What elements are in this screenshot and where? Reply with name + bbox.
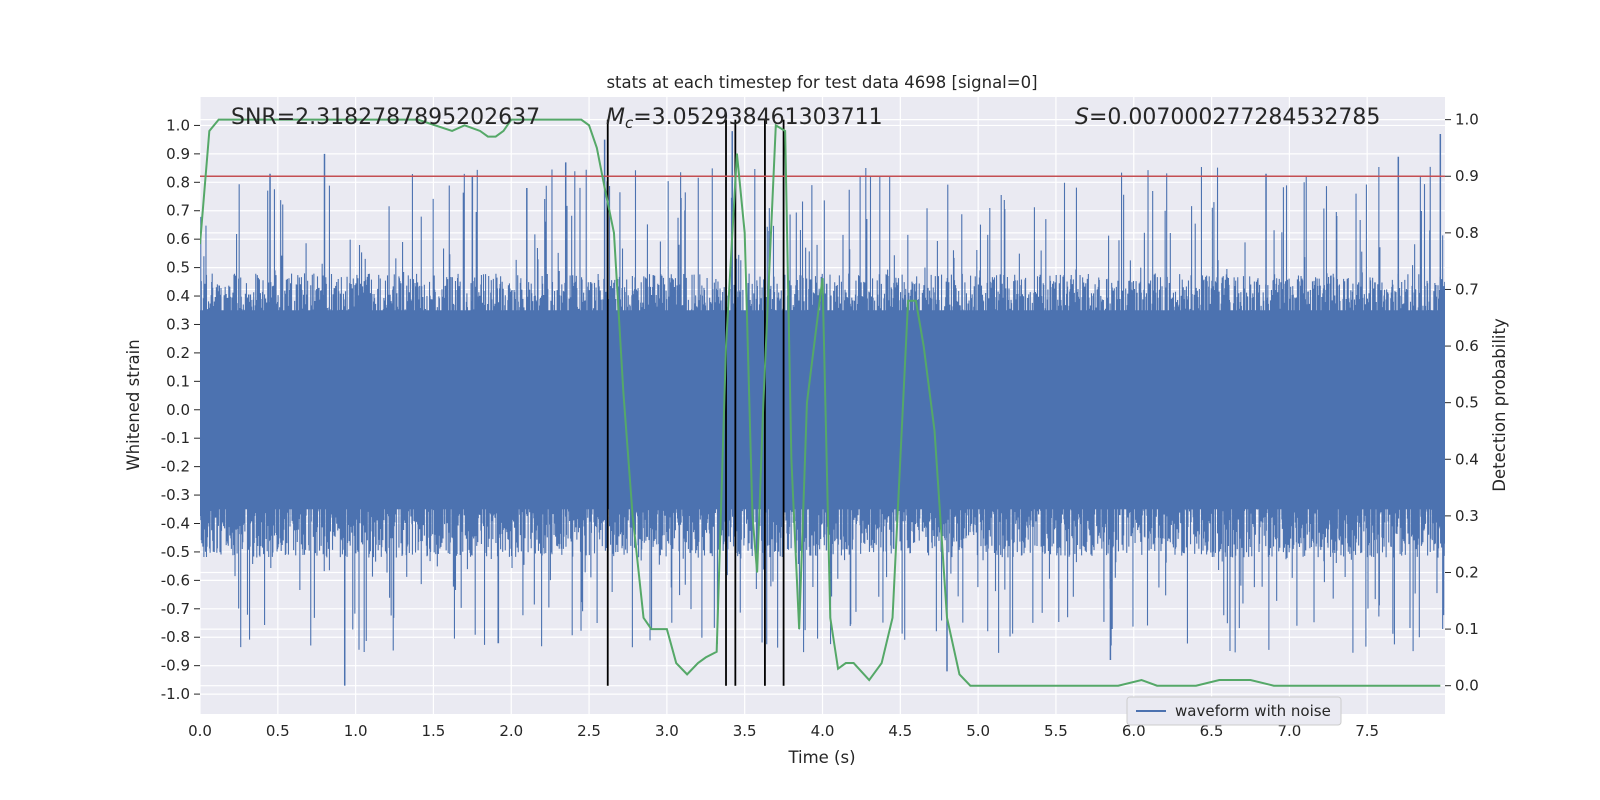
y-ticks: 1.0 0.9 0.8 0.7 0.6 0.5 0.4 0.3 0.2 0.1 0.0 -0.1 -0.… xyxy=(161,116,200,703)
x-axis-label: Time (s) xyxy=(787,748,855,767)
waveform-series xyxy=(200,131,1445,686)
s-annotation: S=0.007000277284532785 xyxy=(1075,105,1380,130)
snr-annotation: SNR=2.3182787895202637 xyxy=(231,105,540,130)
mc-annotation: Mc=3.052938461303711 xyxy=(606,105,883,132)
x-tick-label: 6.0 xyxy=(1122,722,1146,740)
x-tick-label: 6.5 xyxy=(1200,722,1224,740)
mc-value: =3.052938461303711 xyxy=(633,105,882,130)
y-tick-label: 0.5 xyxy=(166,259,190,277)
waveform-core xyxy=(200,310,1445,510)
y2-tick-label: 0.1 xyxy=(1455,620,1479,638)
x-tick-label: 7.5 xyxy=(1355,722,1379,740)
y2-tick-label: 0.7 xyxy=(1455,280,1479,298)
x-tick-label: 5.0 xyxy=(966,722,990,740)
y2-tick-label: 1.0 xyxy=(1455,111,1479,129)
y2-tick-label: 0.5 xyxy=(1455,394,1479,412)
x-tick-label: 1.5 xyxy=(422,722,446,740)
x-tick-label: 4.0 xyxy=(811,722,835,740)
y2-tick-label: 0.0 xyxy=(1455,677,1479,695)
x-tick-label: 7.0 xyxy=(1277,722,1301,740)
y2-tick-label: 0.3 xyxy=(1455,507,1479,525)
x-tick-label: 2.0 xyxy=(499,722,523,740)
y-tick-label: 0.2 xyxy=(166,344,190,362)
y2-tick-label: 0.4 xyxy=(1455,450,1479,468)
s-symbol: S xyxy=(1075,105,1089,130)
legend-box xyxy=(1126,696,1342,726)
y-tick-label: -0.5 xyxy=(161,543,190,561)
mc-subscript: c xyxy=(625,114,634,132)
legend: waveform with noise xyxy=(1126,696,1342,726)
y2-tick-label: 0.8 xyxy=(1455,224,1479,242)
legend-label: waveform with noise xyxy=(1175,702,1331,720)
y2-tick-label: 0.6 xyxy=(1455,337,1479,355)
y-tick-label: -0.4 xyxy=(161,514,190,532)
y-tick-label: 1.0 xyxy=(166,116,190,134)
mc-symbol: M xyxy=(606,105,625,130)
y-axis-label: Whitened strain xyxy=(124,339,143,470)
x-tick-label: 0.5 xyxy=(266,722,290,740)
y-tick-label: -0.6 xyxy=(161,571,190,589)
y-tick-label: 0.6 xyxy=(166,230,190,248)
chart-title: stats at each timestep for test data 469… xyxy=(606,73,1037,92)
y-tick-label: 0.1 xyxy=(166,372,190,390)
y-tick-label: 0.4 xyxy=(166,287,190,305)
s-value: =0.007000277284532785 xyxy=(1089,105,1380,130)
y-tick-label: -0.7 xyxy=(161,600,190,618)
y-tick-label: 0.0 xyxy=(166,401,190,419)
detection-probability-line xyxy=(200,118,1441,687)
y-tick-label: 0.8 xyxy=(166,173,190,191)
x-tick-label: 4.5 xyxy=(888,722,912,740)
x-tick-label: 3.5 xyxy=(733,722,757,740)
x-tick-label: 0.0 xyxy=(188,722,212,740)
x-ticks: 0.0 0.5 1.0 1.5 2.0 2.5 3.0 3.5 4.0 4.5 5.0 5.5 6.0 6… xyxy=(188,722,1379,740)
y2-tick-label: 0.9 xyxy=(1455,167,1479,185)
vertical-markers xyxy=(606,119,785,686)
x-tick-label: 5.5 xyxy=(1044,722,1068,740)
y-tick-label: -0.3 xyxy=(161,486,190,504)
y2-tick-label: 0.2 xyxy=(1455,563,1479,581)
y-tick-label: -0.2 xyxy=(161,458,190,476)
y-tick-label: -0.8 xyxy=(161,628,190,646)
y-tick-label: -0.1 xyxy=(161,429,190,447)
y-tick-label: 0.9 xyxy=(166,145,190,163)
x-tick-label: 2.5 xyxy=(577,722,601,740)
y2-axis-label: Detection probability xyxy=(1490,318,1509,492)
y-tick-label: -0.9 xyxy=(161,657,190,675)
y-tick-label: 0.7 xyxy=(166,202,190,220)
x-tick-label: 3.0 xyxy=(655,722,679,740)
x-tick-label: 1.0 xyxy=(344,722,368,740)
y-tick-label: 0.3 xyxy=(166,315,190,333)
y-tick-label: -1.0 xyxy=(161,685,190,703)
y2-ticks: 1.0 0.9 0.8 0.7 0.6 0.5 0.4 0.3 0.2 0.1 0.0 xyxy=(1445,111,1479,695)
